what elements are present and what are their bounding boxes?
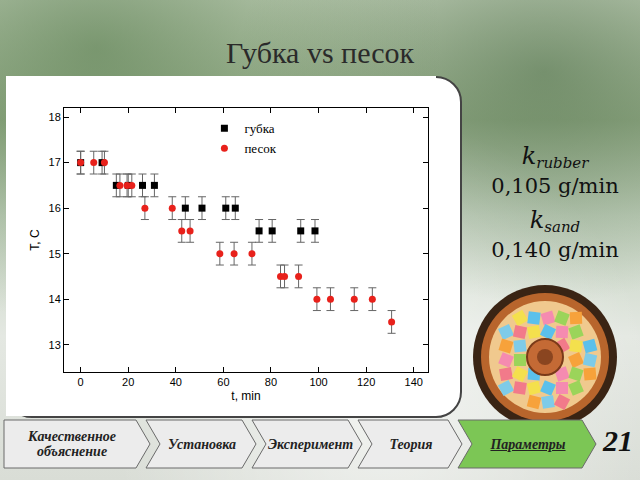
svg-text:T, C: T, C [28, 229, 42, 251]
html-text:Теория: Теория [389, 436, 433, 452]
svg-text:песок: песок [244, 141, 276, 156]
html-text:Губка vs песок: Губка vs песок [225, 36, 415, 69]
html-text:0,140 g/min: 0,140 g/min [491, 238, 619, 262]
svg-text:t, min: t, min [231, 389, 260, 403]
svg-text:60: 60 [217, 376, 229, 388]
svg-text:13: 13 [49, 339, 61, 351]
html-text:0,105 g/min: 0,105 g/min [491, 174, 619, 198]
svg-text:0: 0 [78, 376, 84, 388]
html-text:объяснение: объяснение [36, 444, 108, 459]
svg-text:120: 120 [357, 376, 375, 388]
svg-text:18: 18 [49, 111, 61, 123]
svg-text:20: 20 [122, 376, 134, 388]
svg-text:16: 16 [49, 202, 61, 214]
html-text:Эксперимент: Эксперимент [268, 436, 354, 452]
svg-text:17: 17 [49, 156, 61, 168]
html-text:Качественное: Качественное [28, 429, 116, 444]
html-text:Установка: Установка [168, 436, 236, 452]
svg-text:губка: губка [244, 121, 274, 136]
svg-text:14: 14 [49, 293, 61, 305]
html-text:Параметры: Параметры [490, 436, 566, 452]
svg-text:80: 80 [265, 376, 277, 388]
svg-text:15: 15 [49, 248, 61, 260]
svg-text:40: 40 [170, 376, 182, 388]
html-text:21: 21 [603, 424, 633, 457]
html-text:ksand: ksand [529, 206, 581, 236]
html-text:krubber: krubber [521, 142, 589, 172]
svg-text:100: 100 [309, 376, 327, 388]
svg-text:140: 140 [405, 376, 423, 388]
